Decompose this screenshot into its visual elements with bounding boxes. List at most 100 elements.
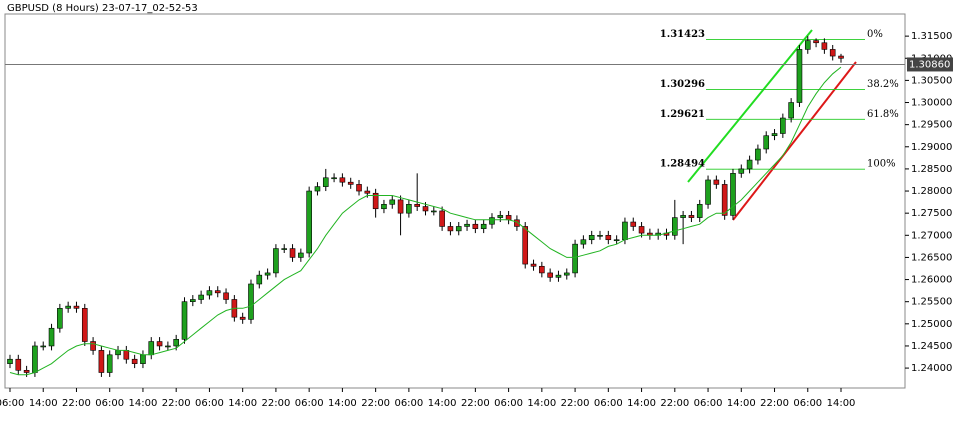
x-tick-label: 14:00: [328, 398, 357, 409]
candle-body: [588, 235, 595, 241]
candle-body: [813, 40, 819, 44]
candle-body: [256, 274, 263, 285]
x-tick-label: 22:00: [760, 398, 789, 409]
candle-body: [780, 117, 786, 134]
x-tick-label: 06:00: [0, 398, 24, 409]
y-tick-label: 1.30500: [911, 75, 952, 86]
x-tick-label: 14:00: [428, 398, 457, 409]
trend-line-upper: [687, 29, 813, 183]
candle-body: [190, 299, 196, 302]
y-tick-label: 1.28000: [911, 186, 952, 197]
candle-body: [206, 290, 213, 296]
candle-body: [397, 199, 404, 214]
candle-body: [156, 341, 163, 347]
y-tick-label: 1.29500: [911, 120, 952, 131]
candle-body: [605, 235, 612, 241]
candle-body: [198, 294, 204, 300]
candle-body: [7, 358, 13, 364]
candle-body: [248, 283, 254, 320]
chart-title: GBPUSD (8 Hours) 23-07-17_02-52-53: [7, 3, 198, 14]
candle-body: [829, 49, 836, 57]
candle-body: [821, 42, 828, 50]
x-tick-label: 14:00: [129, 398, 158, 409]
candle-body: [738, 168, 745, 174]
trend-line-lower: [732, 61, 857, 221]
plot-frame: [4, 13, 906, 389]
candle-body: [431, 210, 437, 213]
candle-body: [696, 204, 703, 218]
candle-body: [788, 102, 794, 119]
candle-body: [356, 184, 362, 192]
y-tick-label: 1.24500: [911, 341, 952, 352]
candle-body: [214, 290, 221, 294]
candle-body: [90, 341, 96, 351]
candle-body: [497, 215, 504, 218]
candle-body: [372, 192, 379, 210]
y-tick-label: 1.28500: [911, 164, 952, 175]
y-tick-label: 1.30000: [911, 98, 952, 109]
candle-body: [73, 305, 80, 309]
x-tick-label: 14:00: [727, 398, 756, 409]
candle-body: [389, 199, 396, 205]
x-tick-label: 14:00: [527, 398, 556, 409]
candle-body: [580, 239, 587, 245]
candle-body: [455, 226, 462, 232]
candle-body: [264, 272, 271, 276]
x-tick-label: 06:00: [195, 398, 224, 409]
candle-body: [755, 148, 761, 161]
candle-body: [771, 133, 778, 137]
candle-body: [514, 219, 520, 227]
candle-body: [489, 217, 495, 225]
fib-percent: 38.2%: [867, 79, 899, 90]
candle-body: [539, 265, 545, 274]
candle-body: [57, 308, 63, 329]
candle-body: [547, 272, 553, 278]
candle-body: [555, 274, 562, 278]
candle-body: [381, 204, 387, 210]
x-tick-label: 22:00: [162, 398, 191, 409]
y-tick-label: 1.26500: [911, 252, 952, 263]
candle-body: [98, 350, 105, 373]
fib-percent: 0%: [867, 29, 883, 40]
y-tick-label: 1.25500: [911, 297, 952, 308]
candle-body: [281, 248, 288, 250]
candle-body: [796, 49, 803, 103]
candle-body: [746, 159, 753, 170]
y-tick-label: 1.27000: [911, 230, 952, 241]
candle-body: [322, 177, 329, 187]
candle-body: [347, 181, 354, 185]
x-tick-label: 22:00: [262, 398, 291, 409]
candle-body: [713, 179, 720, 185]
moving-average: [9, 66, 842, 376]
fib-price: 1.31423: [660, 29, 705, 40]
x-tick-label: 14:00: [29, 398, 58, 409]
current-price-box: [907, 57, 953, 72]
candle-body: [630, 221, 637, 227]
candle-body: [439, 210, 445, 227]
candle-body: [148, 341, 155, 356]
x-tick-label: 06:00: [95, 398, 124, 409]
y-tick-label: 1.27500: [911, 208, 952, 219]
x-tick-label: 06:00: [694, 398, 723, 409]
candle-body: [414, 204, 420, 207]
y-tick-label: 1.31500: [911, 31, 952, 42]
candle-body: [106, 354, 113, 373]
candle-body: [638, 226, 645, 234]
candle-body: [289, 248, 296, 258]
candle-body: [447, 226, 454, 232]
x-tick-label: 06:00: [594, 398, 623, 409]
candle-body: [721, 184, 728, 216]
candle-body: [48, 327, 55, 347]
candle-body: [115, 350, 121, 356]
x-tick-label: 14:00: [228, 398, 257, 409]
candle-body: [613, 239, 620, 242]
candle-body: [705, 179, 711, 205]
candle-body: [314, 186, 321, 192]
candle-body: [364, 190, 371, 194]
candle-body: [804, 40, 811, 50]
candle-body: [32, 345, 38, 373]
fib-price: 1.30296: [660, 79, 705, 90]
x-tick-label: 06:00: [494, 398, 523, 409]
candle-body: [173, 339, 179, 347]
candle-body: [464, 223, 470, 227]
